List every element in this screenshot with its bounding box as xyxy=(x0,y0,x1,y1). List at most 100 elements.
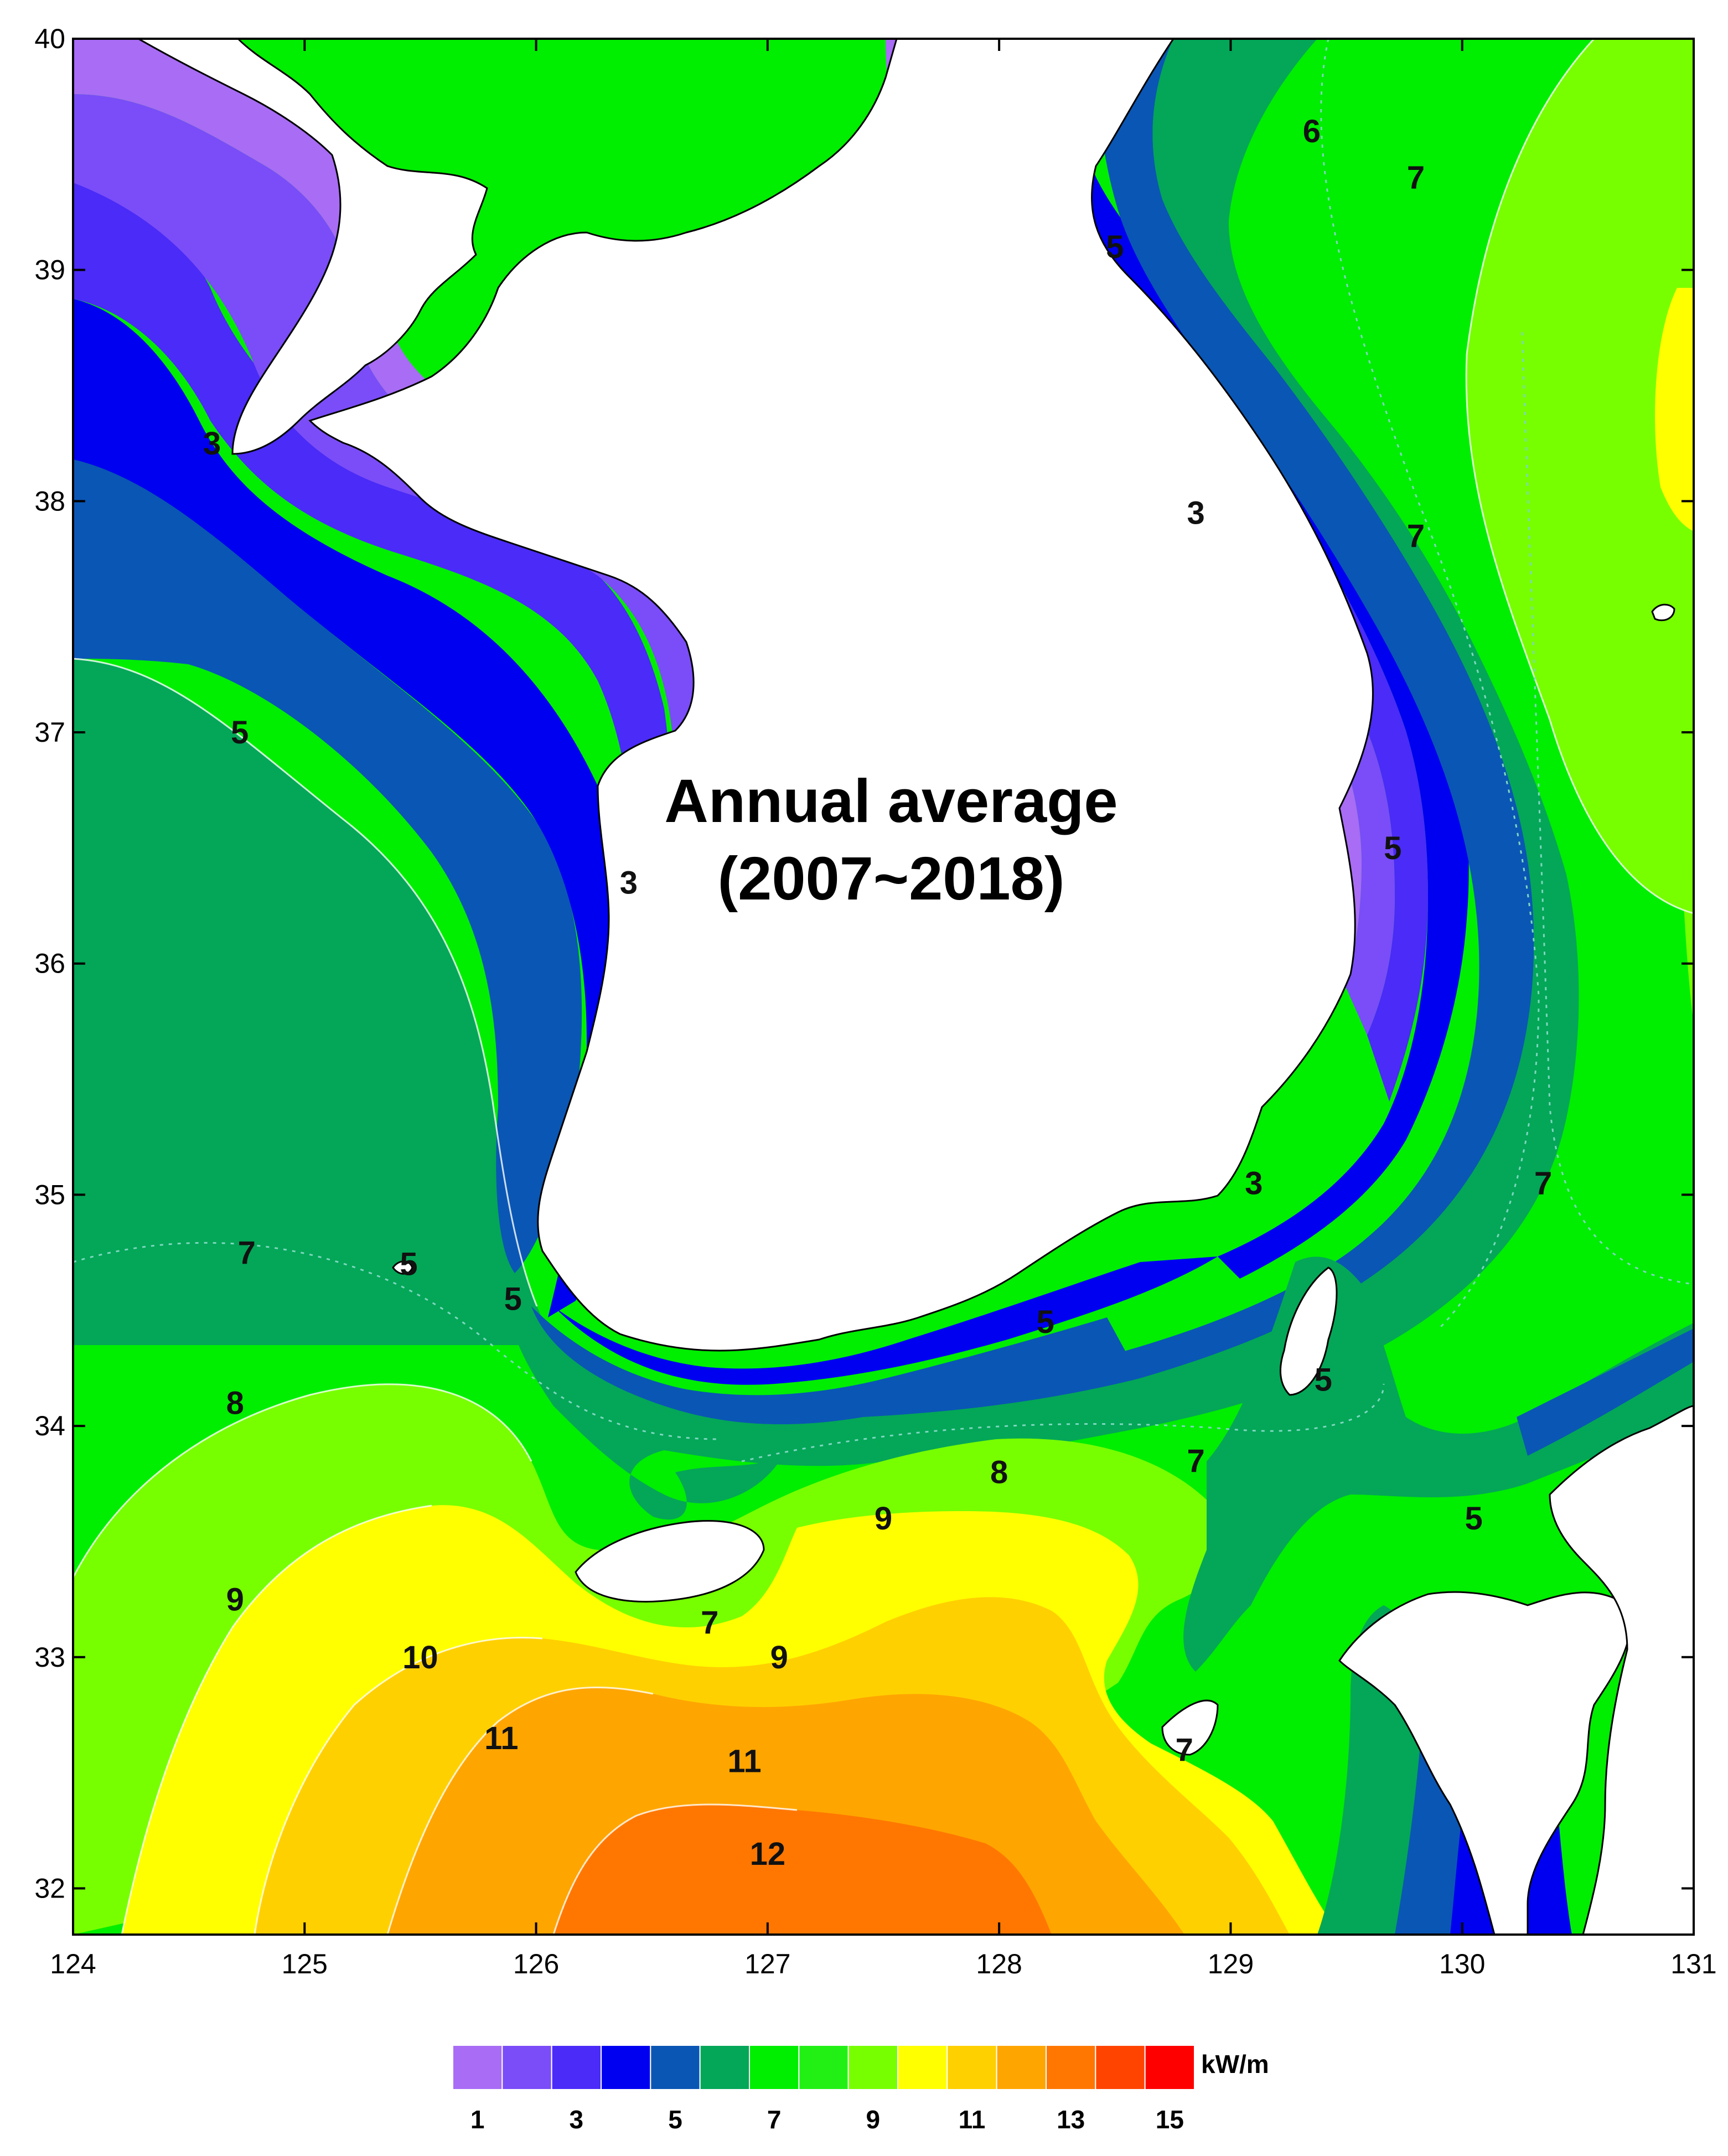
contour-label: 5 xyxy=(1384,830,1401,866)
contour-lines xyxy=(73,39,1694,1935)
contour-label: 9 xyxy=(226,1581,244,1617)
colorbar-swatch xyxy=(1046,2045,1096,2090)
contour-label: 11 xyxy=(727,1744,761,1780)
y-tick-label: 39 xyxy=(34,255,65,286)
land-kyushu xyxy=(1338,1591,1631,1935)
colorbar-swatch xyxy=(1144,2045,1196,2090)
colorbar-swatch xyxy=(699,2045,750,2090)
colorbar-swatch xyxy=(946,2045,997,2090)
land-tsushima xyxy=(1279,1266,1338,1396)
x-tick-label: 129 xyxy=(1208,1948,1254,1979)
land-ulleungdo xyxy=(1651,603,1675,622)
contour-label: 12 xyxy=(750,1836,786,1872)
colorbar-labels: 1 3 5 7 9 11 13 15 xyxy=(470,2105,1184,2134)
colorbar-label: 9 xyxy=(866,2105,881,2134)
dotted-contours xyxy=(73,39,1694,1462)
land-jeju xyxy=(575,1520,765,1602)
band-west-5 xyxy=(73,659,553,1345)
x-tick-label: 126 xyxy=(513,1948,559,1979)
contour-labels: 3 5 3 7 5 5 8 9 10 11 11 12 7 9 9 8 7 5 5 5 7 5 6 7 3 7 5 3 7 xyxy=(203,113,1552,1872)
land-liaodong xyxy=(136,39,488,455)
band-west-6 xyxy=(73,459,582,1273)
colorbar-swatch xyxy=(650,2045,701,2090)
contour-label: 7 xyxy=(238,1235,256,1271)
colorbar-label: 1 xyxy=(470,2105,485,2134)
colorbar-label: 5 xyxy=(668,2105,682,2134)
contour-label: 9 xyxy=(875,1501,892,1537)
y-tick-label: 34 xyxy=(34,1410,65,1441)
contour-label: 7 xyxy=(1176,1732,1193,1768)
contour-label: 5 xyxy=(1106,229,1124,265)
colorbar-swatch xyxy=(749,2045,800,2090)
band-east-8 xyxy=(1466,39,1694,913)
contour-label: 5 xyxy=(504,1281,522,1317)
x-axis: 124 125 126 127 128 129 130 131 xyxy=(50,1948,1716,1979)
contour-label: 3 xyxy=(620,865,638,901)
band-honshu-5 xyxy=(1517,1328,1694,1456)
band-west-2 xyxy=(73,94,716,1052)
contour-label: 7 xyxy=(701,1605,718,1641)
contour-label: 7 xyxy=(1534,1166,1552,1202)
map-title-line1: Annual average xyxy=(664,767,1117,835)
x-tick-label: 127 xyxy=(744,1948,790,1979)
y-tick-label: 38 xyxy=(34,485,65,516)
band-south-5 xyxy=(498,1273,886,1520)
contour-label: 11 xyxy=(484,1720,518,1756)
y-axis: 40 39 38 37 36 35 34 33 32 xyxy=(34,23,65,1904)
colorbar-swatch xyxy=(798,2045,849,2090)
colorbar-label: 13 xyxy=(1057,2105,1085,2134)
band-south-12 xyxy=(553,1805,1052,1935)
contour-label: 7 xyxy=(1187,1443,1205,1479)
colorbar-label: 7 xyxy=(767,2105,782,2134)
colorbar-swatch xyxy=(452,2045,503,2090)
contour-label: 5 xyxy=(1315,1362,1332,1398)
contour-label: 3 xyxy=(1245,1166,1263,1202)
colorbar-swatch xyxy=(501,2045,552,2090)
colorbar-unit: kW/m xyxy=(1201,2050,1269,2079)
tick-marks xyxy=(72,38,1695,1935)
x-tick-label: 124 xyxy=(50,1948,96,1979)
contour-label: 5 xyxy=(231,715,249,751)
colorbar-swatch xyxy=(601,2045,651,2090)
y-tick-label: 33 xyxy=(34,1642,65,1673)
x-tick-label: 125 xyxy=(282,1948,328,1979)
y-tick-label: 32 xyxy=(34,1873,65,1904)
land-korea xyxy=(308,39,1374,1352)
y-tick-label: 37 xyxy=(34,717,65,748)
contour-label: 5 xyxy=(400,1247,417,1283)
y-tick-label: 40 xyxy=(34,23,65,54)
colorbar-swatch xyxy=(847,2045,898,2090)
contour-label: 7 xyxy=(1407,518,1425,554)
contour-label: 7 xyxy=(1407,160,1425,196)
contour-label: 3 xyxy=(203,426,221,462)
x-tick-label: 128 xyxy=(976,1948,1022,1979)
colorbar-swatch xyxy=(897,2045,948,2090)
band-south-3 xyxy=(553,1257,1218,1385)
colorbar-label: 11 xyxy=(959,2105,986,2134)
land-goto xyxy=(1161,1699,1219,1756)
contour-label: 5 xyxy=(1465,1501,1482,1537)
contour-label: 9 xyxy=(770,1640,788,1676)
colorbar-swatch xyxy=(551,2045,602,2090)
x-tick-label: 130 xyxy=(1439,1948,1485,1979)
x-tick-label: 131 xyxy=(1670,1948,1716,1979)
contour-label: 6 xyxy=(1303,113,1321,149)
plot-area xyxy=(73,39,1694,1935)
plot-frame xyxy=(72,38,1695,1936)
land-small-island xyxy=(392,1260,413,1275)
land-honshu xyxy=(1549,1405,1694,1935)
colorbar-swatch xyxy=(996,2045,1047,2090)
contour-label: 8 xyxy=(226,1385,244,1421)
contour-label: 5 xyxy=(1037,1304,1054,1340)
colorbar-swatch xyxy=(1095,2045,1146,2090)
y-tick-label: 36 xyxy=(34,948,65,979)
y-tick-label: 35 xyxy=(34,1179,65,1210)
contour-label: 10 xyxy=(402,1640,438,1676)
contour-label: 8 xyxy=(990,1455,1008,1491)
map-title-line2: (2007~2018) xyxy=(718,845,1065,913)
colorbar-label: 15 xyxy=(1156,2105,1184,2134)
contour-label: 3 xyxy=(1187,495,1205,531)
colorbar xyxy=(452,2045,1196,2090)
band-east-10 xyxy=(1655,288,1694,531)
